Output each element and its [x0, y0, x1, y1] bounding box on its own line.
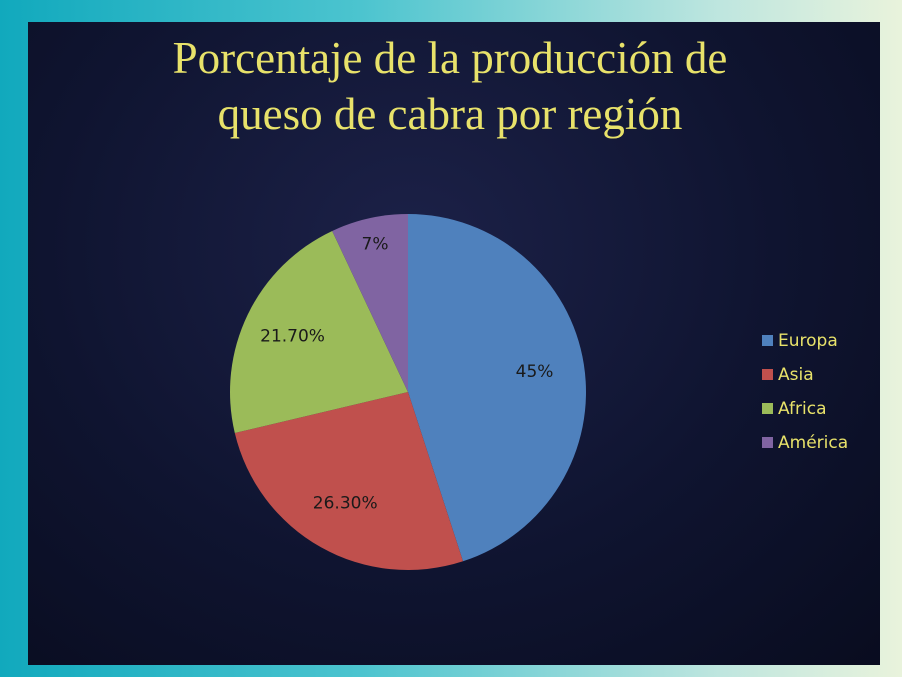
legend-label: América — [778, 433, 848, 453]
data-label: 26.30% — [313, 494, 378, 514]
legend-swatch — [762, 437, 773, 448]
slide: Porcentaje de la producción de queso de … — [0, 0, 902, 677]
legend-swatch — [762, 369, 773, 380]
legend-swatch — [762, 403, 773, 414]
legend-swatch — [762, 335, 773, 346]
legend-label: Africa — [778, 399, 827, 419]
data-label: 45% — [516, 362, 554, 382]
legend-label: Europa — [778, 331, 838, 351]
data-label: 7% — [362, 234, 389, 254]
legend-label: Asia — [778, 365, 814, 385]
data-label: 21.70% — [260, 326, 325, 346]
chart: 45% 26.30% 21.70% 7% Europa Asia Africa América — [0, 0, 902, 677]
